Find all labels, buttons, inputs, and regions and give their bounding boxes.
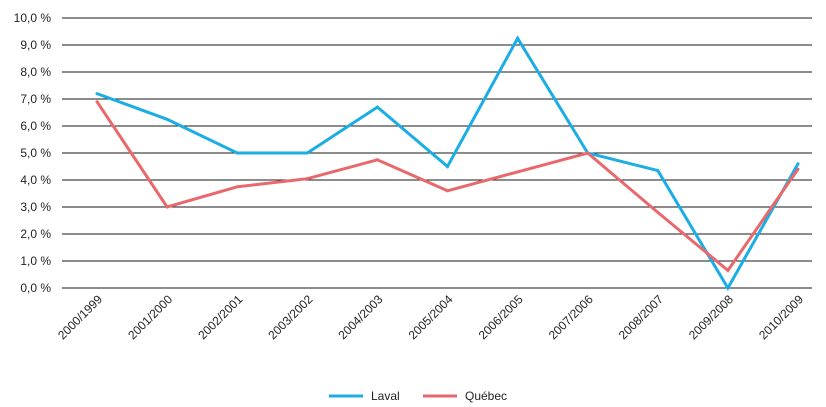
x-tick-label: 2006/2005 [476, 292, 526, 342]
data-point [95, 92, 99, 96]
x-tick-label: 2005/2004 [406, 292, 456, 342]
series-line-laval [96, 35, 800, 291]
data-point [375, 158, 379, 162]
x-tick-label: 2002/2001 [195, 292, 245, 342]
data-point [165, 117, 169, 121]
x-tick-label: 2009/2008 [686, 292, 736, 342]
legend-label: Laval [371, 389, 400, 403]
data-point [235, 185, 239, 189]
data-point [726, 286, 730, 290]
data-point [305, 177, 309, 181]
x-tick-label: 2007/2006 [546, 292, 596, 342]
y-tick-label: 2,0 % [20, 227, 51, 241]
x-axis-ticks: 2000/1999 2001/2000 2002/2001 2003/2002 2004… [55, 292, 806, 342]
data-point [796, 162, 800, 166]
x-tick-label: 2001/2000 [125, 292, 175, 342]
y-tick-label: 5,0 % [20, 146, 51, 160]
data-point [656, 169, 660, 173]
y-tick-label: 6,0 % [20, 119, 51, 133]
data-point [726, 268, 730, 272]
y-tick-label: 10,0 % [14, 11, 52, 25]
y-tick-label: 9,0 % [20, 38, 51, 52]
y-tick-label: 4,0 % [20, 173, 51, 187]
data-point [516, 36, 520, 40]
x-tick-label: 2004/2003 [336, 292, 386, 342]
data-point [656, 210, 660, 214]
data-point [165, 205, 169, 209]
data-point [235, 151, 239, 155]
series-line-québec [95, 100, 800, 273]
data-point [796, 167, 800, 171]
data-point [446, 165, 449, 168]
x-tick-label: 2010/2009 [756, 292, 806, 342]
y-tick-label: 3,0 % [20, 200, 51, 214]
data-point [305, 151, 309, 155]
legend-label: Québec [465, 389, 507, 403]
gridlines [62, 17, 812, 289]
y-tick-label: 8,0 % [20, 65, 51, 79]
data-point [95, 100, 99, 104]
x-tick-label: 2000/1999 [55, 292, 105, 342]
data-point [516, 170, 520, 174]
y-tick-label: 0,0 % [20, 281, 51, 295]
data-point [586, 151, 590, 155]
data-point [375, 105, 379, 109]
y-tick-label: 1,0 % [20, 254, 51, 268]
y-axis-ticks: 0,0 % 1,0 % 2,0 % 3,0 % 4,0 % 5,0 % 6,0 % 7,0 %… [14, 11, 52, 295]
legend: Laval Québec [329, 389, 507, 403]
series-lines [95, 35, 800, 291]
x-tick-label: 2003/2002 [265, 292, 315, 342]
y-tick-label: 7,0 % [20, 92, 51, 106]
x-tick-label: 2008/2007 [616, 292, 666, 342]
data-point [446, 189, 449, 193]
